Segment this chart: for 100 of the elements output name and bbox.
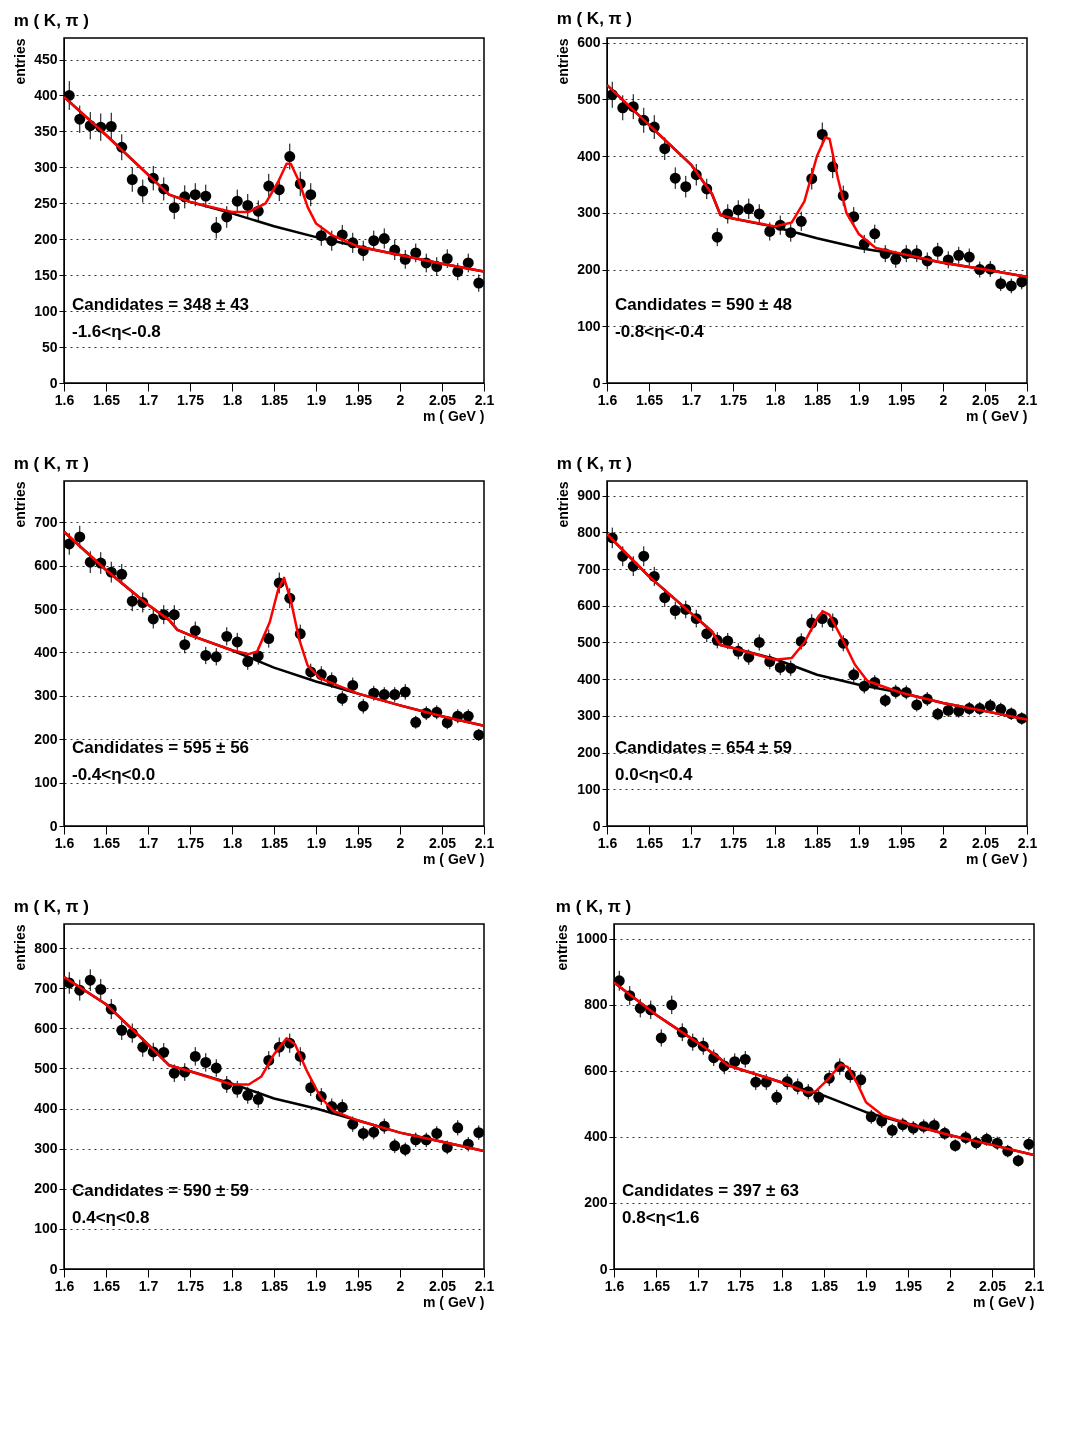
x-tick-label: 1.65 [635, 834, 664, 851]
x-tick-label: 1.6 [597, 834, 618, 851]
x-tick-label: 1.75 [176, 834, 205, 851]
x-axis-title: m ( GeV ) [966, 850, 1028, 867]
x-tick-label: 2.1 [474, 391, 495, 408]
x-tick-label: 2.05 [428, 391, 457, 408]
x-tick-label: 1.8 [765, 834, 786, 851]
x-tick-label: 1.85 [803, 834, 832, 851]
x-tick-label: 1.6 [597, 391, 618, 408]
chart-title: m ( K, π ) [556, 8, 632, 28]
y-tick-label: 50 [41, 338, 58, 355]
y-tick-label: 600 [34, 1019, 58, 1036]
x-tick-label: 2.1 [1017, 391, 1038, 408]
x-tick-label: 1.6 [54, 1277, 75, 1294]
annotation: Candidates = 348 ± 43 [72, 295, 250, 314]
x-tick-label: 2 [396, 1277, 405, 1294]
x-tick-label: 1.75 [176, 1277, 205, 1294]
y-tick-label: 100 [34, 302, 58, 319]
y-tick-label: 450 [34, 51, 58, 68]
x-tick-label: 1.85 [260, 834, 289, 851]
y-tick-label: 200 [577, 261, 601, 278]
y-tick-label: 800 [577, 523, 601, 540]
x-tick-label: 2.05 [971, 391, 1000, 408]
x-tick-label: 1.95 [344, 391, 373, 408]
y-axis-title: entries [12, 481, 29, 528]
y-tick-label: 250 [34, 194, 58, 211]
x-tick-label: 1.7 [688, 1277, 709, 1294]
y-tick-label: 300 [577, 707, 601, 724]
y-tick-label: 0 [49, 817, 58, 834]
x-tick-label: 1.9 [306, 834, 327, 851]
y-tick-label: 400 [34, 87, 58, 103]
x-tick-label: 1.65 [92, 1277, 121, 1294]
y-tick-label: 400 [577, 147, 601, 164]
y-tick-label: 100 [34, 1220, 58, 1237]
chart-title: m ( K, π ) [13, 897, 89, 916]
y-tick-label: 200 [577, 744, 601, 761]
y-tick-label: 500 [34, 600, 58, 617]
x-tick-label: 1.7 [138, 834, 159, 851]
y-tick-label: 900 [577, 487, 601, 504]
y-tick-label: 150 [34, 266, 58, 283]
x-tick-label: 1.8 [222, 1277, 243, 1294]
x-axis-title: m ( GeV ) [966, 407, 1028, 424]
y-tick-label: 0 [592, 817, 601, 834]
x-tick-label: 1.6 [604, 1277, 625, 1294]
x-tick-label: 2.05 [428, 834, 457, 851]
x-tick-label: 1.75 [176, 391, 205, 408]
x-tick-label: 2 [396, 391, 405, 408]
x-tick-label: 1.75 [726, 1277, 755, 1294]
y-tick-label: 100 [577, 317, 601, 334]
x-tick-label: 1.7 [681, 391, 702, 408]
y-tick-label: 200 [34, 230, 58, 247]
x-axis-title: m ( GeV ) [423, 1293, 485, 1310]
x-tick-label: 1.95 [344, 834, 373, 851]
y-tick-label: 200 [34, 730, 58, 747]
y-tick-label: 1000 [576, 930, 608, 947]
x-tick-label: 1.85 [260, 1277, 289, 1294]
y-tick-label: 600 [577, 34, 601, 51]
x-tick-label: 1.8 [765, 391, 786, 408]
x-tick-label: 1.95 [894, 1277, 923, 1294]
y-tick-label: 500 [34, 1059, 58, 1076]
x-tick-label: 1.85 [260, 391, 289, 408]
y-tick-label: 600 [34, 557, 58, 574]
x-tick-label: 2.05 [978, 1277, 1007, 1294]
y-tick-label: 600 [584, 1062, 608, 1079]
y-tick-label: 350 [34, 122, 58, 139]
annotation: -0.4<η<0.0 [72, 765, 156, 784]
x-axis-title: m ( GeV ) [423, 850, 485, 867]
x-tick-label: 2.05 [971, 834, 1000, 851]
x-axis-title: m ( GeV ) [423, 407, 485, 424]
y-tick-label: 0 [49, 374, 58, 391]
annotation: -0.8<η<-0.4 [615, 322, 705, 341]
x-tick-label: 1.95 [344, 1277, 373, 1294]
x-tick-label: 1.85 [810, 1277, 839, 1294]
x-tick-label: 1.8 [772, 1277, 793, 1294]
x-tick-label: 2.1 [1024, 1277, 1045, 1294]
x-tick-label: 2.1 [474, 1277, 495, 1294]
annotation: 0.8<η<1.6 [622, 1208, 700, 1227]
x-tick-label: 1.75 [719, 391, 748, 408]
x-tick-label: 1.9 [306, 391, 327, 408]
y-tick-label: 300 [34, 687, 58, 704]
annotation: Candidates = 654 ± 59 [615, 738, 793, 757]
y-tick-label: 600 [577, 597, 601, 614]
chart-title: m ( K, π ) [13, 11, 89, 30]
x-tick-label: 1.6 [54, 834, 75, 851]
y-tick-label: 0 [49, 1260, 58, 1277]
annotation: Candidates = 595 ± 56 [72, 738, 250, 757]
y-tick-label: 200 [34, 1180, 58, 1197]
y-tick-label: 300 [34, 1140, 58, 1157]
x-tick-label: 1.75 [719, 834, 748, 851]
x-tick-label: 1.95 [887, 834, 916, 851]
x-tick-label: 2.1 [1017, 834, 1038, 851]
x-tick-label: 2 [939, 391, 948, 408]
y-axis-title: entries [12, 38, 29, 85]
annotation: Candidates = 590 ± 48 [615, 295, 793, 314]
chart-title: m ( K, π ) [556, 454, 632, 473]
annotation: Candidates = 397 ± 63 [622, 1181, 800, 1200]
annotation: -1.6<η<-0.8 [72, 322, 161, 341]
x-tick-label: 1.7 [138, 1277, 159, 1294]
y-axis-title: entries [12, 924, 29, 971]
y-tick-label: 400 [577, 670, 601, 687]
